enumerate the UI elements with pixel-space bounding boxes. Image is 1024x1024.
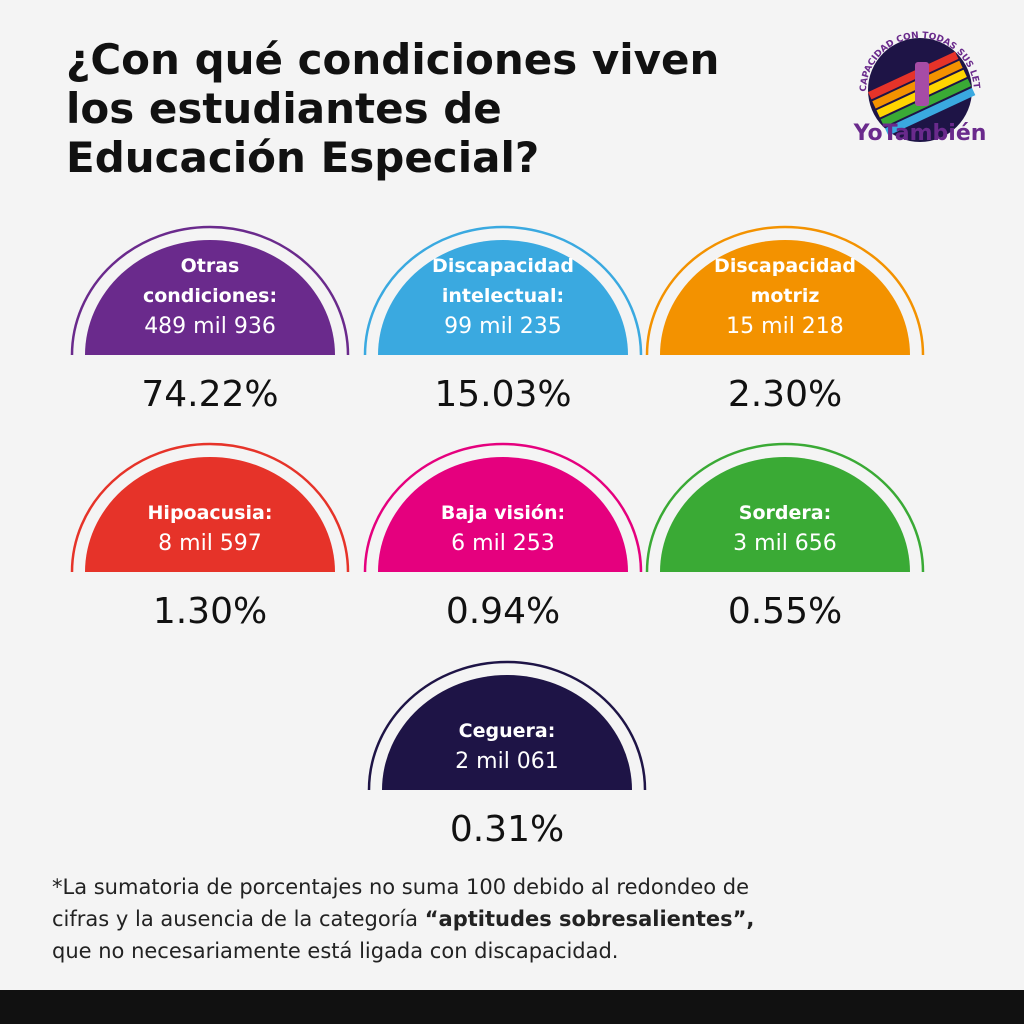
card-count: 15 mil 218 <box>726 314 844 339</box>
logo-hand <box>915 62 929 106</box>
card-dome <box>660 240 910 355</box>
logo-stripe <box>868 51 959 100</box>
card: Otras condiciones: 489 mil 936 74.22% <box>70 225 350 415</box>
footnote-line: cifras y la ausencia de la categoría <box>52 907 425 931</box>
card-label: motriz <box>751 285 820 307</box>
card: Baja visión: 6 mil 253 0.94% <box>363 442 643 632</box>
card-label: condiciones: <box>143 285 277 307</box>
card-count: 99 mil 235 <box>444 314 562 339</box>
logo-stripe <box>884 87 976 136</box>
card: Discapacidad intelectual: 99 mil 235 15.03% <box>363 225 643 415</box>
card-outline <box>70 225 350 356</box>
card-label: Otras <box>181 255 240 277</box>
card-percent: 2.30% <box>728 374 842 415</box>
card-percent: 0.31% <box>450 809 564 850</box>
card: Ceguera: 2 mil 061 0.31% <box>367 660 647 850</box>
card-label: Hipoacusia: <box>148 502 273 524</box>
card: Sordera: 3 mil 656 0.55% <box>645 442 925 632</box>
title-line: los estudiantes de <box>66 84 502 133</box>
card-dome <box>660 457 910 572</box>
card-dome <box>382 675 632 790</box>
footnote-bold: “aptitudes sobresalientes”, <box>425 907 755 931</box>
card-outline <box>70 442 350 573</box>
card-count: 2 mil 061 <box>455 749 559 774</box>
title-line: Educación Especial? <box>66 133 539 182</box>
card-label: Discapacidad <box>714 255 856 277</box>
card-percent: 74.22% <box>141 374 278 415</box>
card-label: Ceguera: <box>459 720 556 742</box>
card-percent: 1.30% <box>153 591 267 632</box>
card-dome <box>378 240 628 355</box>
card-outline <box>363 225 643 356</box>
card-label: Sordera: <box>739 502 831 524</box>
logo-brand: YoTambién <box>853 121 987 146</box>
card-percent: 0.94% <box>446 591 560 632</box>
card-dome <box>378 457 628 572</box>
footnote-line: *La sumatoria de porcentajes no suma 100… <box>52 875 749 899</box>
card-outline <box>645 442 925 573</box>
card: Discapacidad motriz 15 mil 218 2.30% <box>645 225 925 415</box>
footnote: *La sumatoria de porcentajes no suma 100… <box>52 875 754 963</box>
card-dome <box>85 457 335 572</box>
card-label: Discapacidad <box>432 255 574 277</box>
card-percent: 15.03% <box>434 374 571 415</box>
card: Hipoacusia: 8 mil 597 1.30% <box>70 442 350 632</box>
card-outline <box>645 225 925 356</box>
card-outline <box>363 442 643 573</box>
card-count: 489 mil 936 <box>144 314 276 339</box>
card-count: 6 mil 253 <box>451 531 555 556</box>
card-outline <box>367 660 647 791</box>
card-dome <box>85 240 335 355</box>
card-percent: 0.55% <box>728 591 842 632</box>
card-count: 3 mil 656 <box>733 531 837 556</box>
bottom-bar <box>0 990 1024 1024</box>
title-line: ¿Con qué condiciones viven <box>66 35 719 84</box>
card-count: 8 mil 597 <box>158 531 262 556</box>
card-label: intelectual: <box>442 285 564 307</box>
footnote-line: que no necesariamente está ligada con di… <box>52 939 619 963</box>
card-label: Baja visión: <box>441 502 565 524</box>
